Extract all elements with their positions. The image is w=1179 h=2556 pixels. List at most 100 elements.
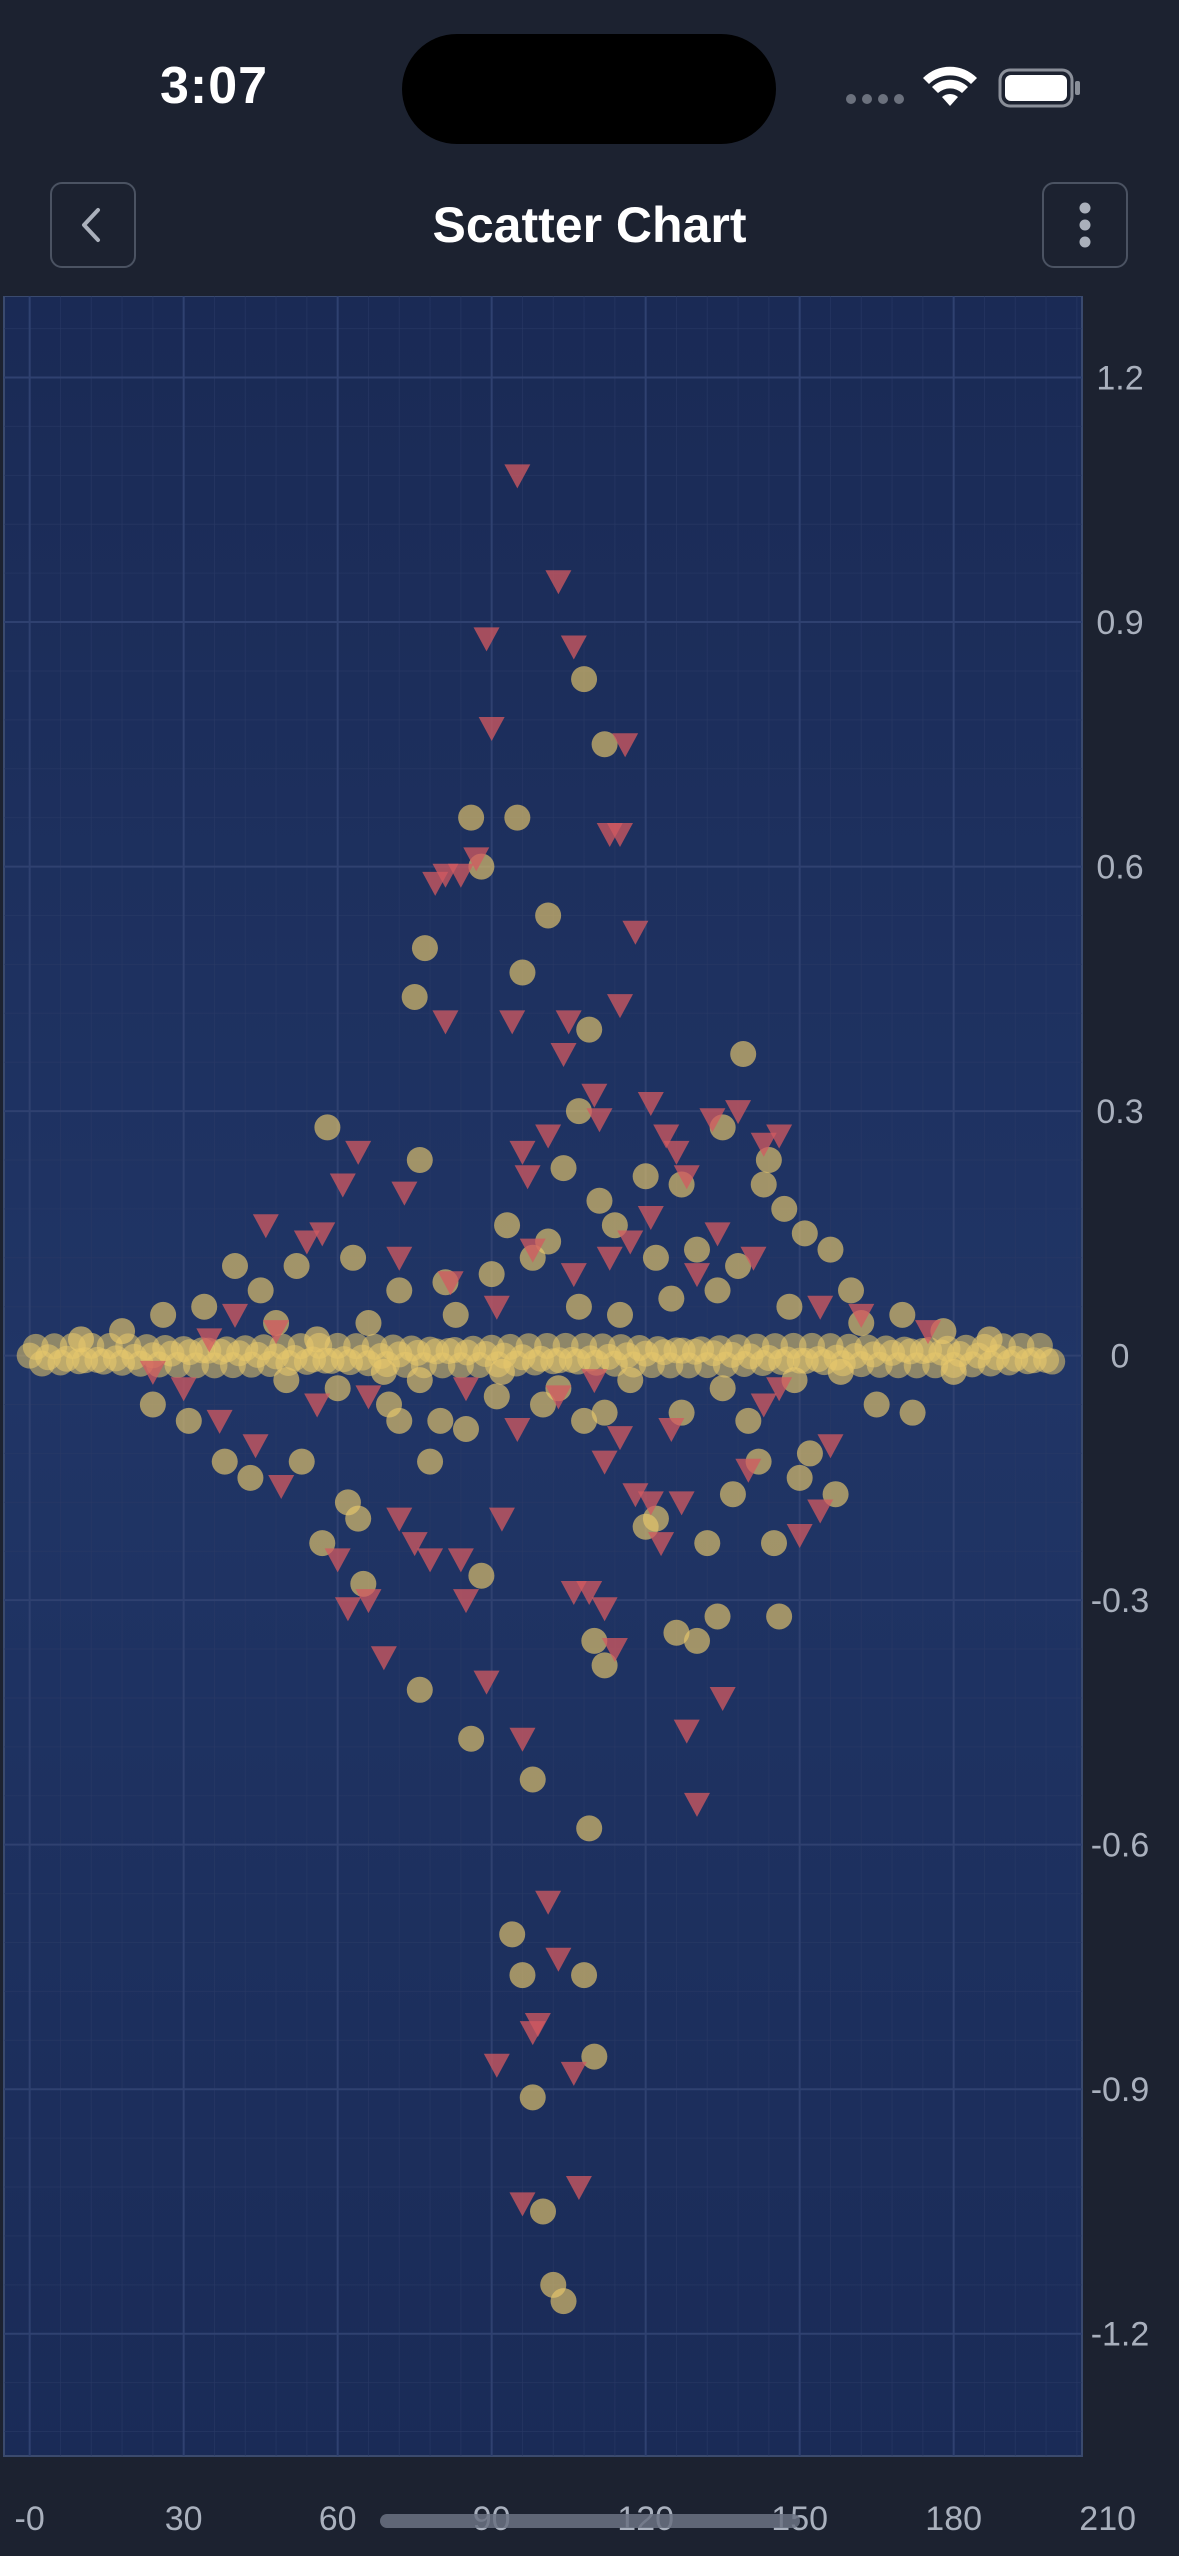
data-point-triangle xyxy=(309,1222,336,1247)
data-point-triangle xyxy=(560,635,587,660)
data-point-circle xyxy=(709,1375,736,1402)
x-tick-label: -0 xyxy=(15,2500,45,2538)
data-point-circle xyxy=(237,1464,264,1491)
back-button[interactable] xyxy=(50,182,136,268)
data-point-circle xyxy=(642,1505,669,1532)
data-point-triangle xyxy=(545,570,572,595)
data-point-circle xyxy=(175,1407,202,1434)
y-tick-label: -0.3 xyxy=(1091,1582,1150,1620)
data-point-circle xyxy=(222,1252,248,1279)
data-point-triangle xyxy=(684,1792,710,1817)
data-point-circle xyxy=(401,983,428,1010)
home-indicator[interactable] xyxy=(380,2514,800,2528)
data-point-triangle xyxy=(355,1385,382,1410)
data-point-circle xyxy=(273,1367,300,1394)
data-point-triangle xyxy=(807,1499,834,1524)
x-axis-ticks: -0306090120150180210 xyxy=(15,2500,1136,2538)
data-point-circle xyxy=(406,1367,433,1394)
data-point-circle xyxy=(642,1244,669,1271)
data-point-triangle xyxy=(386,1507,413,1532)
more-options-button[interactable] xyxy=(1042,182,1128,268)
data-point-circle xyxy=(725,1252,752,1279)
data-point-circle xyxy=(576,1815,603,1842)
data-point-triangle xyxy=(684,1263,710,1288)
data-point-circle xyxy=(694,1530,721,1557)
data-point-circle xyxy=(494,1212,521,1239)
data-point-circle xyxy=(591,731,618,758)
status-time: 3:07 xyxy=(160,57,269,115)
data-point-circle xyxy=(576,1016,603,1043)
data-point-circle xyxy=(755,1147,782,1173)
data-point-circle xyxy=(786,1464,813,1491)
data-point-circle xyxy=(530,2198,556,2225)
x-tick-label: 60 xyxy=(319,2500,357,2538)
data-point-triangle xyxy=(709,1686,736,1711)
data-point-circle xyxy=(139,1391,166,1418)
data-point-circle xyxy=(704,1277,731,1304)
data-point-triangle xyxy=(637,1206,664,1231)
data-point-circle xyxy=(940,1358,967,1385)
data-point-triangle xyxy=(139,1360,166,1385)
data-point-circle xyxy=(478,1261,505,1288)
data-point-triangle xyxy=(453,1377,479,1402)
data-point-circle xyxy=(719,1481,746,1508)
data-point-triangle xyxy=(483,2053,510,2078)
data-point-triangle xyxy=(545,1947,572,1972)
data-point-circle xyxy=(730,1041,757,1068)
data-point-triangle xyxy=(786,1523,813,1548)
data-point-circle xyxy=(288,1448,315,1475)
data-point-triangle xyxy=(453,1589,479,1614)
data-point-circle xyxy=(488,1358,515,1385)
data-point-triangle xyxy=(601,1638,628,1663)
data-point-triangle xyxy=(560,2061,587,2086)
y-tick-label: -0.6 xyxy=(1091,1827,1150,1865)
y-tick-label: 0.6 xyxy=(1096,849,1143,887)
data-point-circle xyxy=(386,1277,413,1304)
data-point-triangle xyxy=(206,1409,233,1434)
data-point-circle xyxy=(283,1252,310,1279)
data-point-triangle xyxy=(345,1140,372,1165)
data-point-circle xyxy=(468,1562,495,1589)
y-tick-label: 0.9 xyxy=(1096,604,1143,642)
data-point-circle xyxy=(735,1407,762,1434)
data-point-circle xyxy=(750,1171,777,1198)
data-point-triangle xyxy=(740,1246,767,1271)
data-point-triangle xyxy=(504,1417,531,1442)
data-point-triangle xyxy=(304,1393,331,1418)
data-point-circle xyxy=(458,1725,485,1752)
data-point-triangle xyxy=(509,1140,536,1165)
data-point-circle xyxy=(411,935,438,962)
scatter-chart[interactable]: 1.20.90.60.30-0.3-0.6-0.9-1.2 -030609012… xyxy=(0,296,1179,2556)
data-point-circle xyxy=(796,1440,823,1467)
data-point-circle xyxy=(899,1399,926,1426)
data-point-triangle xyxy=(401,1532,428,1557)
data-point-circle xyxy=(150,1301,177,1328)
data-point-circle xyxy=(191,1293,218,1320)
data-point-triangle xyxy=(473,1670,500,1695)
data-point-triangle xyxy=(725,1100,752,1125)
data-point-triangle xyxy=(334,1597,361,1622)
chart-canvas[interactable]: 1.20.90.60.30-0.3-0.6-0.9-1.2 -030609012… xyxy=(0,296,1179,2556)
data-point-triangle xyxy=(622,1483,649,1508)
data-point-triangle xyxy=(488,1507,515,1532)
data-point-triangle xyxy=(565,2176,592,2201)
data-point-triangle xyxy=(607,994,633,1019)
data-point-circle xyxy=(776,1293,803,1320)
data-point-triangle xyxy=(560,1263,587,1288)
data-point-triangle xyxy=(668,1491,695,1516)
data-point-triangle xyxy=(447,1548,474,1573)
data-point-triangle xyxy=(432,1010,459,1035)
data-point-circle xyxy=(607,1301,633,1328)
data-point-triangle xyxy=(817,1434,844,1459)
data-point-triangle xyxy=(499,1010,526,1035)
data-point-triangle xyxy=(519,1238,546,1263)
data-point-circle xyxy=(571,1962,598,1989)
data-point-circle xyxy=(684,1627,710,1654)
data-point-circle xyxy=(550,2288,577,2315)
data-point-triangle xyxy=(581,1369,608,1394)
data-point-circle xyxy=(632,1163,659,1190)
data-point-triangle xyxy=(463,847,490,872)
data-point-triangle xyxy=(504,464,531,489)
data-point-triangle xyxy=(535,1124,562,1149)
data-point-circle xyxy=(617,1367,644,1394)
